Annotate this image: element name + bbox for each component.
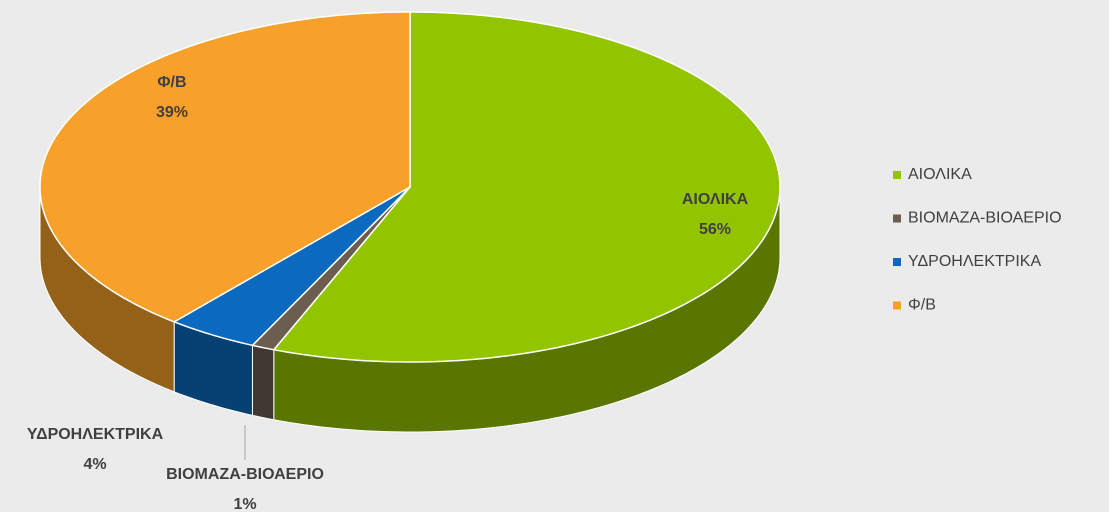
legend-swatch <box>893 171 901 179</box>
data-label-name: ΥΔΡΟΗΛΕΚΤΡΙΚΑ <box>27 426 164 443</box>
legend-label: ΒΙΟΜΑΖΑ-ΒΙΟΑΕΡΙΟ <box>908 210 1062 227</box>
data-label-name: ΑΙΟΛΙΚΑ <box>682 191 749 208</box>
data-label-value: 4% <box>83 456 106 473</box>
legend-label: ΥΔΡΟΗΛΕΚΤΡΙΚΑ <box>908 253 1041 270</box>
legend-swatch <box>893 258 901 266</box>
data-label-value: 1% <box>233 496 256 512</box>
pie-slice <box>172 186 411 347</box>
data-label-name: ΒΙΟΜΑΖΑ-ΒΙΟΑΕΡΙΟ <box>166 466 324 483</box>
data-label-value: 39% <box>156 104 188 121</box>
legend-label: Φ/Β <box>908 297 936 314</box>
legend-label: ΑΙΟΛΙΚΑ <box>908 166 972 183</box>
pie-side <box>251 344 275 421</box>
data-label-value: 56% <box>699 221 731 238</box>
pie-slice <box>39 11 411 323</box>
legend-swatch <box>893 301 901 310</box>
data-label-name: Φ/Β <box>157 74 186 91</box>
legend-swatch <box>893 214 901 223</box>
pie-slice <box>272 11 781 363</box>
